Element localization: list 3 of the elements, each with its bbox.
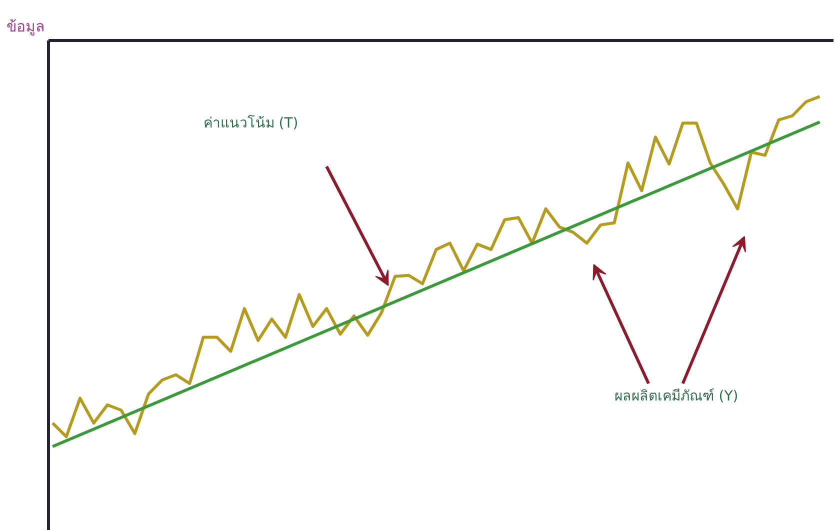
y-axis-title: ข้อมูล xyxy=(6,18,44,36)
annotation: ผลผลิตเคมีภัณฑ์ (Y) xyxy=(614,388,738,404)
annotation: ค่าแนวโน้ม (T) xyxy=(203,114,298,132)
